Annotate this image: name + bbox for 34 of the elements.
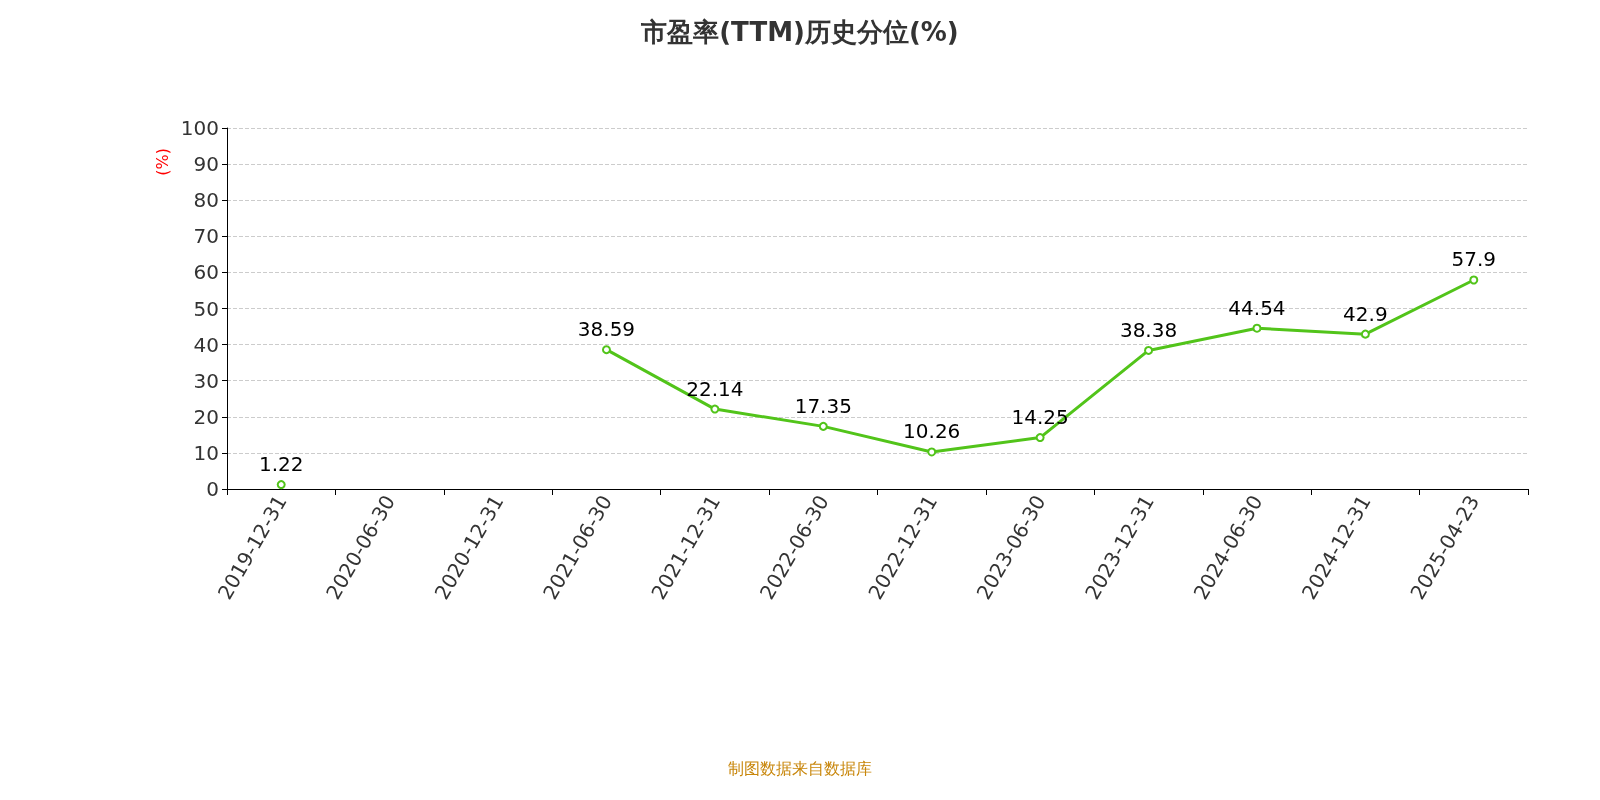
point bbox=[276, 480, 286, 490]
y-tick-label: 80 bbox=[193, 188, 219, 213]
point bbox=[1469, 275, 1479, 285]
point bbox=[601, 345, 611, 355]
point bbox=[1360, 329, 1370, 339]
data-label: 42.9 bbox=[1343, 301, 1388, 326]
y-tick-label: 40 bbox=[193, 332, 219, 357]
data-label: 22.14 bbox=[686, 376, 744, 401]
point bbox=[1252, 323, 1262, 333]
y-tick-label: 50 bbox=[193, 296, 219, 321]
point bbox=[927, 447, 937, 457]
y-tick-label: 30 bbox=[193, 368, 219, 393]
y-tick-label: 90 bbox=[193, 152, 219, 177]
point bbox=[710, 404, 720, 414]
point bbox=[1144, 345, 1154, 355]
point bbox=[1035, 433, 1045, 443]
data-label: 57.9 bbox=[1451, 247, 1497, 272]
y-tick-label: 70 bbox=[193, 224, 219, 249]
text: 制图数据来自数据库 bbox=[728, 758, 872, 778]
chart-title: 市盈率(TTM)历史分位(%) bbox=[640, 17, 959, 47]
data-label: 17.35 bbox=[794, 393, 852, 418]
point bbox=[818, 421, 828, 431]
y-tick-label: 0 bbox=[206, 477, 219, 501]
data-label: 10.26 bbox=[903, 419, 961, 444]
y-tick-label: 60 bbox=[193, 260, 219, 285]
data-label: 38.59 bbox=[577, 317, 636, 342]
y-axis-title: (%) bbox=[152, 148, 172, 176]
y-tick-label: 10 bbox=[193, 440, 219, 465]
data-label: 14.25 bbox=[1011, 405, 1069, 430]
y-tick-label: 20 bbox=[193, 404, 219, 429]
data-label: 38.38 bbox=[1119, 317, 1178, 342]
y-tick-label: 100 bbox=[180, 116, 219, 140]
data-label: 44.54 bbox=[1228, 295, 1286, 320]
data-label: 1.22 bbox=[258, 452, 304, 477]
